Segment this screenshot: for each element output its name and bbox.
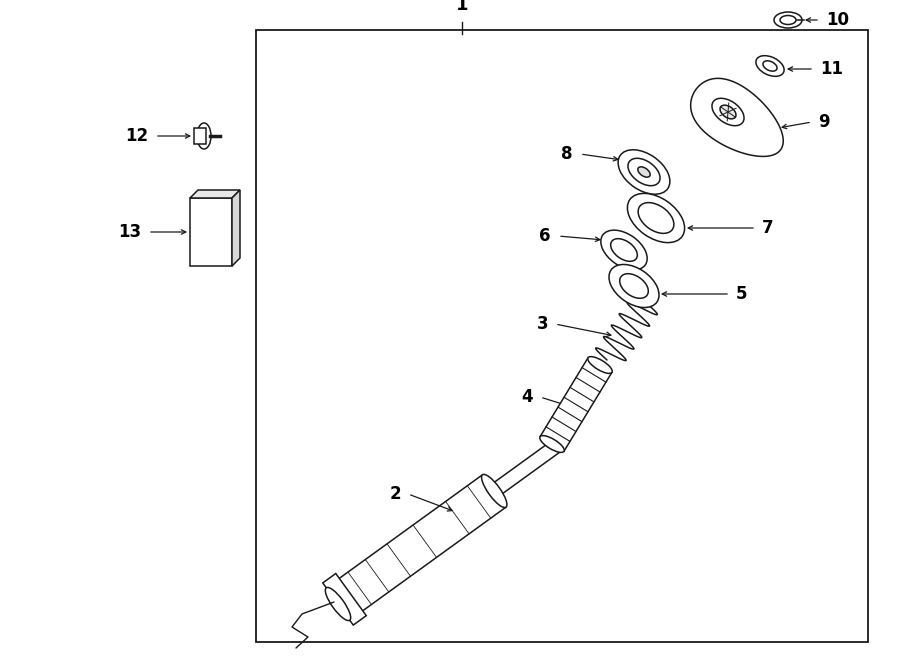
Text: 2: 2	[390, 485, 401, 503]
Ellipse shape	[627, 193, 685, 242]
Text: 13: 13	[118, 223, 141, 241]
Text: 6: 6	[539, 227, 551, 245]
Text: 10: 10	[826, 11, 849, 29]
Ellipse shape	[638, 203, 674, 234]
Ellipse shape	[197, 123, 211, 149]
Text: 12: 12	[125, 127, 148, 145]
Ellipse shape	[482, 475, 507, 508]
Polygon shape	[690, 78, 783, 156]
Ellipse shape	[780, 15, 796, 24]
Ellipse shape	[611, 239, 637, 261]
Ellipse shape	[756, 56, 784, 76]
Ellipse shape	[618, 150, 670, 194]
Text: 1: 1	[455, 0, 468, 14]
Ellipse shape	[720, 105, 736, 119]
Polygon shape	[327, 475, 506, 620]
Ellipse shape	[763, 61, 777, 71]
Text: 3: 3	[536, 315, 548, 333]
Ellipse shape	[588, 357, 612, 373]
Ellipse shape	[609, 265, 659, 308]
Bar	[194, 128, 206, 144]
Polygon shape	[232, 190, 240, 266]
Polygon shape	[190, 190, 240, 198]
Bar	[256, 30, 868, 642]
Text: 4: 4	[521, 388, 533, 406]
Ellipse shape	[620, 273, 648, 299]
Ellipse shape	[712, 98, 744, 126]
Text: 11: 11	[820, 60, 843, 78]
Text: 8: 8	[562, 145, 573, 163]
Ellipse shape	[774, 12, 802, 28]
Text: 7: 7	[762, 219, 774, 237]
Polygon shape	[323, 573, 366, 625]
Bar	[190, 198, 232, 266]
Ellipse shape	[601, 230, 647, 270]
Polygon shape	[540, 357, 612, 451]
Ellipse shape	[325, 587, 351, 620]
Text: 9: 9	[818, 113, 830, 131]
Ellipse shape	[540, 436, 564, 452]
Text: 5: 5	[736, 285, 748, 303]
Polygon shape	[486, 442, 559, 500]
Ellipse shape	[628, 158, 660, 186]
Ellipse shape	[638, 167, 650, 177]
